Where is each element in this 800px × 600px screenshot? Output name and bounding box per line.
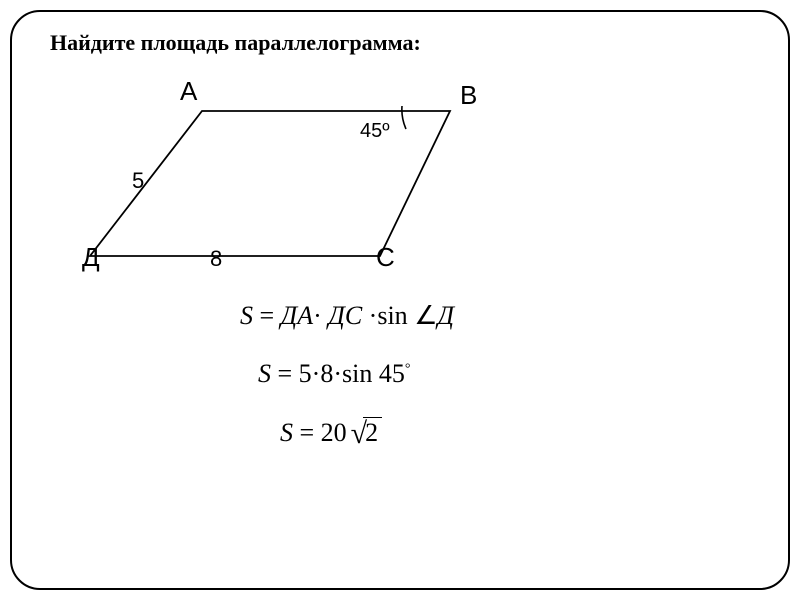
angle-arc: [402, 106, 406, 129]
problem-title: Найдите площадь параллелограмма:: [50, 30, 750, 56]
edge-AD-label: 5: [132, 168, 144, 194]
sqrt-icon: √2: [347, 417, 382, 451]
f3-rad: 2: [363, 417, 382, 447]
vertex-A: А: [180, 76, 197, 107]
formula-2: S = 5·8·sin 45°: [258, 359, 750, 389]
f1-DC: ДС: [328, 301, 368, 330]
angle-B-label: 45º: [360, 120, 390, 143]
angle-icon: ∠: [414, 301, 437, 330]
vertex-B: В: [460, 80, 477, 111]
formula-3: S = 20√2: [280, 417, 750, 451]
f1-eq: =: [253, 301, 281, 330]
f1-S: S: [240, 301, 253, 330]
f1-dot1: ·: [313, 301, 328, 330]
f1-DA: ДА: [281, 301, 313, 330]
f3-eq: =: [293, 418, 321, 447]
parallelogram-diagram: А В С Д 5 8 45º: [50, 66, 550, 296]
edge-DC-label: 8: [210, 246, 222, 272]
f2-S: S: [258, 359, 271, 388]
f1-sin: sin: [377, 301, 414, 330]
formula-1: S = ДА· ДС ·sin ∠Д: [240, 301, 750, 331]
degree-icon: °: [405, 361, 411, 376]
f3-S: S: [280, 418, 293, 447]
f2-body: 5·8·sin 45: [299, 359, 405, 388]
vertex-D: Д: [82, 242, 100, 273]
f3-coef: 20: [321, 418, 347, 447]
slide-content: Найдите площадь параллелограмма: А В С Д…: [50, 30, 750, 570]
formulas-block: S = ДА· ДС ·sin ∠Д S = 5·8·sin 45° S = 2…: [240, 301, 750, 451]
f1-D: Д: [438, 301, 455, 330]
vertex-C: С: [376, 242, 395, 273]
f2-eq: =: [271, 359, 299, 388]
